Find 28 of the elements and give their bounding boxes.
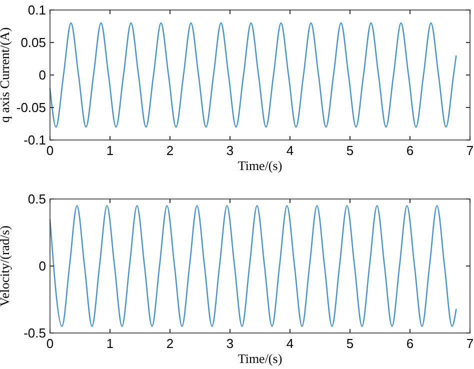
x-tick-label: 4 [286, 336, 294, 351]
x-tick-label: 3 [226, 336, 234, 351]
y-tick-label: -0.5 [24, 326, 46, 340]
y-tick-label: 0.5 [28, 192, 46, 206]
x-tick-label: 5 [346, 143, 354, 158]
x-tick-label: 3 [226, 143, 234, 158]
y-axis-title: Velocity/(rad/s) [0, 226, 12, 306]
y-tick-label: -0.1 [24, 132, 46, 148]
x-tick-label: 1 [106, 336, 114, 351]
x-tick-label: 4 [286, 143, 294, 158]
y-tick-label: 0 [38, 68, 46, 82]
x-tick-label: 6 [406, 143, 414, 158]
x-tick-label: 7 [466, 336, 474, 351]
x-tick-label: 2 [166, 336, 174, 351]
x-axis-title: Time/(s) [238, 351, 282, 366]
x-tick-label: 1 [106, 143, 114, 158]
x-tick-label: 5 [346, 336, 354, 351]
x-axis-title: Time/(s) [238, 158, 282, 173]
y-tick-label: -0.05 [16, 100, 46, 115]
line-series [49, 22, 457, 128]
y-tick-label: 0 [38, 258, 46, 274]
x-tick-label: 6 [406, 336, 414, 351]
line-series [49, 205, 457, 327]
y-axis-title: q axis Current/(A) [0, 27, 12, 123]
x-tick-label: 2 [166, 143, 174, 158]
x-tick-label: 7 [466, 143, 474, 158]
y-tick-label: 0.05 [20, 35, 46, 50]
y-tick-label: 0.1 [28, 2, 46, 18]
